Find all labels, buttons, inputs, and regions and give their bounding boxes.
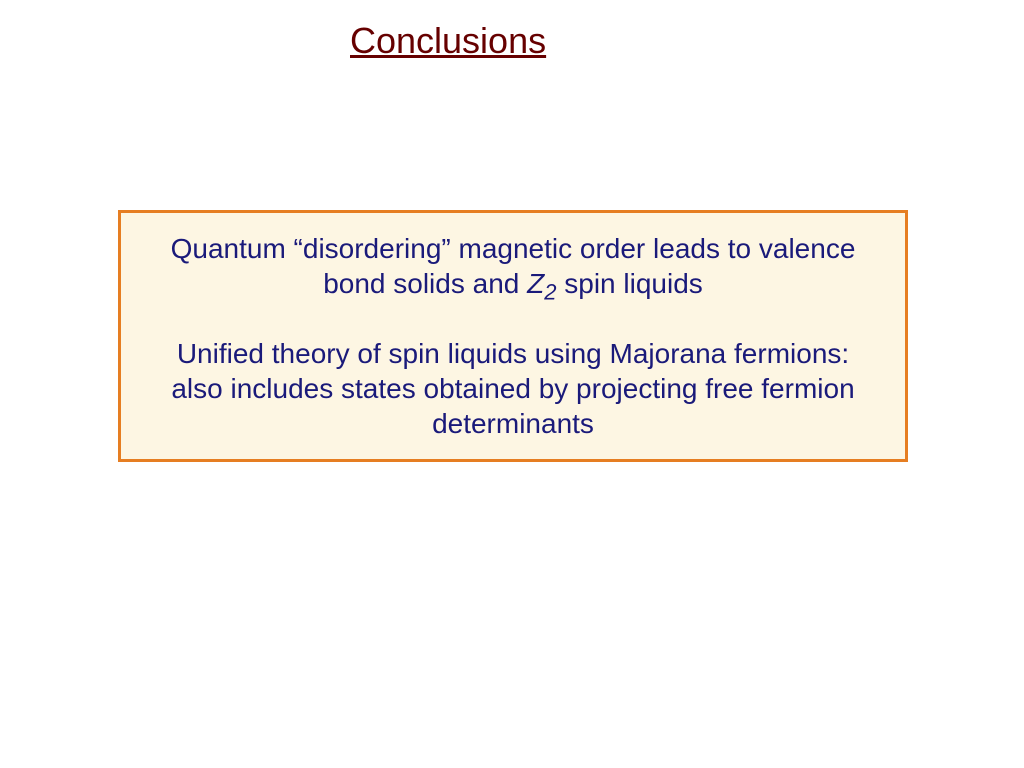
conclusion-paragraph-1: Quantum “disordering” magnetic order lea…: [151, 231, 875, 306]
p1-z-symbol: Z: [527, 268, 544, 299]
p1-text-part1: Quantum “disordering” magnetic order lea…: [171, 233, 856, 299]
conclusions-box: Quantum “disordering” magnetic order lea…: [118, 210, 908, 462]
p1-subscript: 2: [544, 280, 556, 305]
p1-text-part2: spin liquids: [556, 268, 702, 299]
slide-title: Conclusions: [0, 20, 1024, 62]
conclusion-paragraph-2: Unified theory of spin liquids using Maj…: [151, 336, 875, 441]
slide-container: Conclusions Quantum “disordering” magnet…: [0, 0, 1024, 768]
